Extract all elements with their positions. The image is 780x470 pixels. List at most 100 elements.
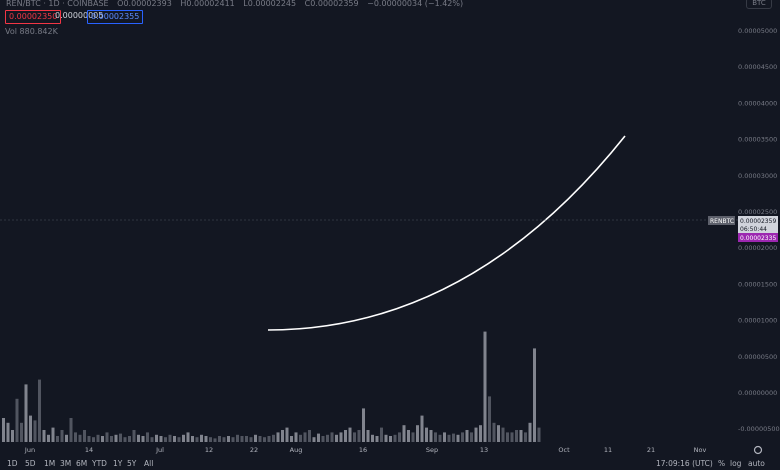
volume-bar xyxy=(425,427,428,442)
volume-bar xyxy=(402,425,406,442)
price-tick-label: 0.00001500 xyxy=(738,280,777,288)
volume-bar xyxy=(335,434,338,442)
volume-bar xyxy=(191,436,194,442)
chart-header: REN/BTC · 1D · COINBASE O0.00002393 H0.0… xyxy=(0,0,740,8)
range-button-5d[interactable]: 5D xyxy=(25,459,36,468)
price-tick-label: 0.00002000 xyxy=(738,244,777,252)
time-tick-label: 12 xyxy=(205,446,213,454)
range-button-all[interactable]: All xyxy=(144,459,154,468)
ohlc-change: −0.00000034 (−1.42%) xyxy=(367,0,464,8)
volume-bar xyxy=(263,437,266,442)
time-tick-label: 22 xyxy=(250,446,258,454)
volume-bar xyxy=(240,436,244,442)
volume-bar xyxy=(506,432,509,442)
parabolic-curve[interactable] xyxy=(267,135,626,331)
volume-bar xyxy=(132,430,136,442)
time-tick-label: Aug xyxy=(290,446,303,454)
volume-bar xyxy=(92,437,95,442)
time-axis[interactable]: Jun 14 Jul 12 22 Aug 16 Sep 13 Oct 11 21 Nov xyxy=(24,445,763,455)
volume-bar xyxy=(267,436,271,442)
ask-box[interactable]: 0.00002355 xyxy=(87,10,144,24)
volume-bar xyxy=(227,436,230,442)
volume-bar xyxy=(294,432,298,442)
range-button-1d[interactable]: 1D xyxy=(7,459,18,468)
volume-bar xyxy=(245,436,248,442)
volume-bar xyxy=(29,415,32,442)
volume-bar xyxy=(231,437,235,442)
volume-bar xyxy=(42,430,46,442)
volume-bar xyxy=(416,425,419,442)
price-tick-label: 0.00002500 xyxy=(738,208,777,216)
volume-bar xyxy=(11,430,14,442)
last-price-tag: 0.00002359 xyxy=(740,218,776,225)
volume-bar xyxy=(173,436,176,442)
volume-bar xyxy=(317,433,320,442)
range-button-5y[interactable]: 5Y xyxy=(127,459,137,468)
volume-bar xyxy=(254,434,257,442)
volume-bar xyxy=(159,436,163,442)
price-axis[interactable]: 0.00005000 0.00004500 0.00004000 0.00003500… xyxy=(738,27,780,433)
volume-bar xyxy=(384,434,388,442)
time-tick-label: 11 xyxy=(604,446,612,454)
volume-bar xyxy=(371,434,374,442)
range-button-3m[interactable]: 3M xyxy=(60,459,72,468)
volume-bar xyxy=(438,434,442,442)
volume-bar xyxy=(249,437,253,442)
volume-bar xyxy=(2,418,5,442)
volume-bar xyxy=(524,432,527,442)
volume-bar xyxy=(146,432,149,442)
time-tick-label: Sep xyxy=(426,446,438,454)
symbol-tag: RENBTC xyxy=(710,218,734,225)
currency-button[interactable]: BTC xyxy=(746,0,772,9)
percent-scale-button[interactable]: % xyxy=(718,459,726,468)
volume-bar xyxy=(150,437,154,442)
volume-bar xyxy=(236,434,239,442)
auto-scale-button[interactable]: auto xyxy=(748,459,765,468)
bid-box[interactable]: 0.00002350 xyxy=(5,10,62,24)
volume-bar xyxy=(303,432,307,442)
volume-bar xyxy=(65,434,68,442)
volume-bar xyxy=(182,434,185,442)
ohlc-open: O0.00002393 xyxy=(117,0,172,8)
log-scale-button[interactable]: log xyxy=(730,459,742,468)
range-button-1y[interactable]: 1Y xyxy=(113,459,123,468)
volume-bar xyxy=(398,432,401,442)
range-button-1m[interactable]: 1M xyxy=(44,459,56,468)
volume-bar xyxy=(24,384,28,442)
range-button-6m[interactable]: 6M xyxy=(76,459,88,468)
volume-bar xyxy=(330,432,334,442)
volume-bar xyxy=(366,430,370,442)
volume-bar xyxy=(519,430,523,442)
ohlc-low: L0.00002245 xyxy=(243,0,297,8)
time-tick-label: 14 xyxy=(85,446,93,454)
bottom-toolbar: 1D 5D 1M 3M 6M YTD 1Y 5Y All 17:09:16 (UTC) % lo… xyxy=(0,458,780,470)
time-tick-label: Jun xyxy=(24,446,35,454)
volume-bar xyxy=(533,348,536,442)
volume-bar xyxy=(420,415,424,442)
volume-bar xyxy=(186,432,190,442)
volume-bar xyxy=(15,398,19,442)
volume-label: Vol 880.842K xyxy=(5,27,58,36)
volume-bar xyxy=(164,437,167,442)
volume-bar xyxy=(434,432,437,442)
volume-bar xyxy=(456,434,460,442)
volume-bar xyxy=(483,331,487,442)
volume-bar xyxy=(537,427,541,442)
volume-bar xyxy=(326,434,329,442)
volume-bar xyxy=(204,436,208,442)
time-tick-label: Nov xyxy=(694,446,707,454)
time-tick-label: 13 xyxy=(480,446,488,454)
price-chart[interactable]: 0.00005000 0.00004500 0.00004000 0.00003500… xyxy=(0,0,780,458)
range-button-ytd[interactable]: YTD xyxy=(92,459,107,468)
volume-bar xyxy=(141,436,145,442)
volume-bar xyxy=(200,434,203,442)
volume-bar xyxy=(474,427,478,442)
symbol-tag-bg xyxy=(708,216,735,225)
time-tick-label: Jul xyxy=(155,446,164,454)
volume-bar xyxy=(20,422,23,442)
ohlc-high: H0.00002411 xyxy=(180,0,235,8)
volume-bar xyxy=(344,430,347,442)
symbol-title[interactable]: REN/BTC · 1D · COINBASE xyxy=(6,0,109,8)
price-tick-label: 0.00001000 xyxy=(738,317,777,325)
